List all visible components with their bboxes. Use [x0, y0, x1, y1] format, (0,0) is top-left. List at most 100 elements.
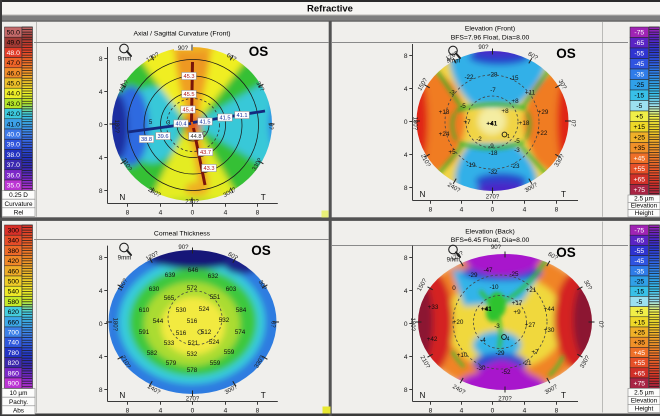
svg-text:-35: -35	[634, 72, 644, 79]
svg-text:270?: 270?	[186, 395, 200, 402]
svg-text:Refractive: Refractive	[307, 4, 353, 15]
svg-text:-5: -5	[460, 103, 466, 110]
svg-text:-15: -15	[634, 289, 644, 296]
svg-text:0?: 0?	[267, 123, 274, 130]
svg-text:43.0: 43.0	[7, 101, 20, 108]
svg-text:+45: +45	[633, 350, 645, 357]
svg-text:Curvature: Curvature	[4, 201, 33, 208]
svg-text:646: 646	[188, 267, 199, 274]
svg-text:Pachy.: Pachy.	[9, 399, 28, 406]
svg-text:630: 630	[149, 286, 160, 293]
svg-text:8: 8	[256, 210, 260, 217]
svg-text:524: 524	[209, 339, 220, 346]
svg-text:591: 591	[139, 329, 150, 336]
svg-text:N: N	[119, 391, 125, 400]
svg-text:8: 8	[126, 210, 130, 217]
svg-text:0: 0	[99, 122, 103, 129]
svg-text:+25: +25	[633, 330, 645, 337]
svg-text:533: 533	[164, 340, 175, 347]
svg-text:30?: 30?	[582, 279, 593, 292]
svg-text:90?: 90?	[478, 44, 489, 51]
svg-text:524: 524	[199, 306, 210, 313]
svg-text:T: T	[561, 190, 566, 199]
svg-text:700: 700	[8, 330, 20, 337]
svg-text:572: 572	[187, 285, 198, 292]
svg-text:0?: 0?	[270, 321, 277, 328]
svg-text:-15: -15	[634, 93, 644, 100]
svg-text:4: 4	[523, 408, 527, 415]
svg-text:8: 8	[99, 387, 103, 394]
svg-text:4: 4	[404, 288, 408, 295]
svg-text:-9: -9	[488, 143, 494, 150]
svg-text:45.5: 45.5	[183, 92, 194, 98]
svg-text:OS: OS	[556, 245, 576, 260]
svg-text:544: 544	[153, 318, 164, 325]
svg-text:BFS=7.96 Float, Dia=8.00: BFS=7.96 Float, Dia=8.00	[451, 35, 530, 42]
svg-text:30?: 30?	[557, 78, 568, 91]
svg-text:+1: +1	[484, 306, 492, 313]
svg-text:+21: +21	[526, 287, 537, 294]
svg-text:-28: -28	[488, 72, 498, 79]
svg-text:+11: +11	[525, 90, 536, 97]
svg-text:460: 460	[8, 268, 20, 275]
svg-text:41.5: 41.5	[219, 116, 230, 122]
svg-text:632: 632	[208, 273, 219, 280]
svg-text:8: 8	[99, 255, 103, 262]
svg-text:380: 380	[8, 248, 20, 255]
svg-text:-29: -29	[468, 272, 478, 279]
svg-text:T: T	[261, 193, 266, 202]
svg-text:270?: 270?	[498, 395, 512, 402]
svg-text:-19: -19	[466, 162, 476, 169]
svg-text:530: 530	[176, 307, 187, 314]
svg-text:-45: -45	[634, 61, 644, 68]
svg-text:9mm: 9mm	[118, 255, 132, 262]
svg-text:8: 8	[404, 387, 408, 394]
svg-text:T: T	[561, 391, 566, 400]
svg-text:Elevation: Elevation	[631, 203, 658, 210]
svg-text:+29: +29	[538, 109, 549, 116]
svg-text:60?: 60?	[547, 251, 560, 262]
svg-text:90?: 90?	[491, 244, 502, 251]
svg-text:532: 532	[219, 317, 230, 324]
svg-text:4: 4	[404, 354, 408, 361]
svg-text:578: 578	[187, 367, 198, 374]
svg-text:-75: -75	[634, 30, 644, 37]
svg-text:41.0: 41.0	[7, 121, 20, 128]
svg-text:820: 820	[8, 360, 20, 367]
svg-text:BFS=6.45 Float, Dia=8.00: BFS=6.45 Float, Dia=8.00	[451, 237, 530, 244]
svg-text:OS: OS	[556, 46, 576, 61]
svg-text:-21: -21	[522, 360, 532, 367]
svg-text:0: 0	[191, 210, 195, 217]
svg-text:-22: -22	[464, 74, 474, 81]
svg-text:4: 4	[224, 210, 228, 217]
svg-text:-5: -5	[514, 138, 520, 145]
svg-text:4: 4	[523, 207, 527, 214]
svg-text:90?: 90?	[178, 244, 189, 251]
svg-text:780: 780	[8, 350, 20, 357]
svg-text:565: 565	[164, 295, 175, 302]
svg-text:270?: 270?	[486, 193, 500, 200]
svg-text:0: 0	[99, 321, 103, 328]
svg-text:4: 4	[224, 408, 228, 415]
svg-text:36.0: 36.0	[7, 172, 20, 179]
svg-text:+65: +65	[633, 177, 645, 184]
svg-text:4: 4	[159, 210, 163, 217]
svg-text:-5: -5	[636, 103, 642, 110]
svg-text:860: 860	[8, 370, 20, 377]
svg-text:+55: +55	[633, 360, 645, 367]
svg-text:-55: -55	[634, 51, 644, 58]
svg-text:-47: -47	[483, 267, 493, 274]
svg-text:Abs: Abs	[13, 407, 24, 414]
svg-text:+15: +15	[633, 319, 645, 326]
svg-text:-2: -2	[476, 136, 482, 143]
svg-text:8: 8	[99, 188, 103, 195]
svg-text:+8: +8	[511, 98, 519, 105]
svg-text:44.8: 44.8	[190, 134, 201, 140]
svg-text:8: 8	[404, 185, 408, 192]
svg-text:+9: +9	[513, 309, 521, 316]
svg-text:30?: 30?	[257, 279, 268, 292]
svg-text:-35: -35	[634, 268, 644, 275]
svg-text:+4: +4	[486, 121, 494, 128]
svg-text:40.0: 40.0	[7, 132, 20, 139]
svg-text:740: 740	[8, 340, 20, 347]
